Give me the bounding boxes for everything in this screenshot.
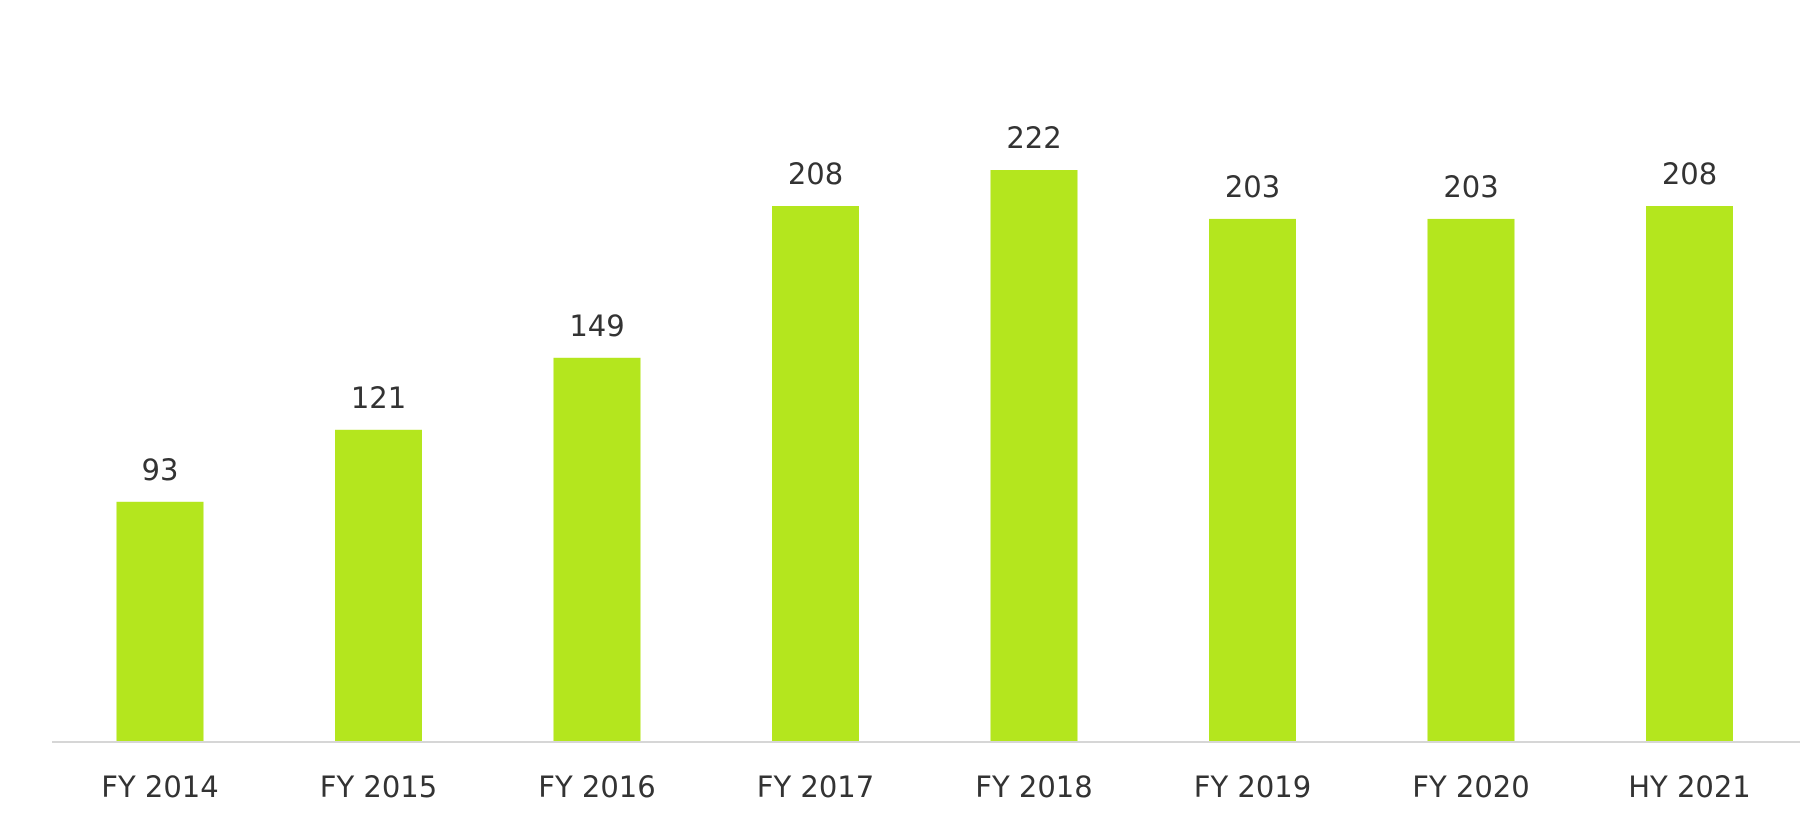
data-label-1: 121 — [351, 381, 406, 415]
category-label-1: FY 2015 — [320, 770, 437, 804]
bar-6 — [1427, 218, 1515, 741]
bar-3 — [772, 206, 859, 741]
category-label-7: HY 2021 — [1628, 770, 1751, 804]
bar-0 — [116, 501, 204, 741]
bar-4 — [990, 170, 1078, 741]
data-label-3: 208 — [788, 157, 843, 191]
category-label-0: FY 2014 — [101, 770, 218, 804]
category-labels-layer: FY 2014 FY 2015 FY 2016 FY 2017 FY 2018 FY 20… — [101, 770, 1750, 804]
category-label-6: FY 2020 — [1412, 770, 1529, 804]
category-label-2: FY 2016 — [538, 770, 655, 804]
bars-layer — [116, 170, 1733, 741]
bar-1 — [335, 429, 422, 741]
data-label-5: 203 — [1225, 170, 1280, 204]
category-label-3: FY 2017 — [757, 770, 874, 804]
data-label-6: 203 — [1443, 170, 1498, 204]
value-labels-layer: 93 121 149 208 222 203 203 208 — [142, 121, 1718, 487]
category-label-5: FY 2019 — [1194, 770, 1311, 804]
data-label-4: 222 — [1006, 121, 1061, 155]
bar-7 — [1646, 206, 1733, 741]
data-label-0: 93 — [142, 453, 179, 487]
bar-5 — [1209, 218, 1296, 741]
data-label-2: 149 — [569, 309, 624, 343]
category-label-4: FY 2018 — [975, 770, 1092, 804]
bar-2 — [553, 357, 641, 741]
data-label-7: 208 — [1662, 157, 1717, 191]
